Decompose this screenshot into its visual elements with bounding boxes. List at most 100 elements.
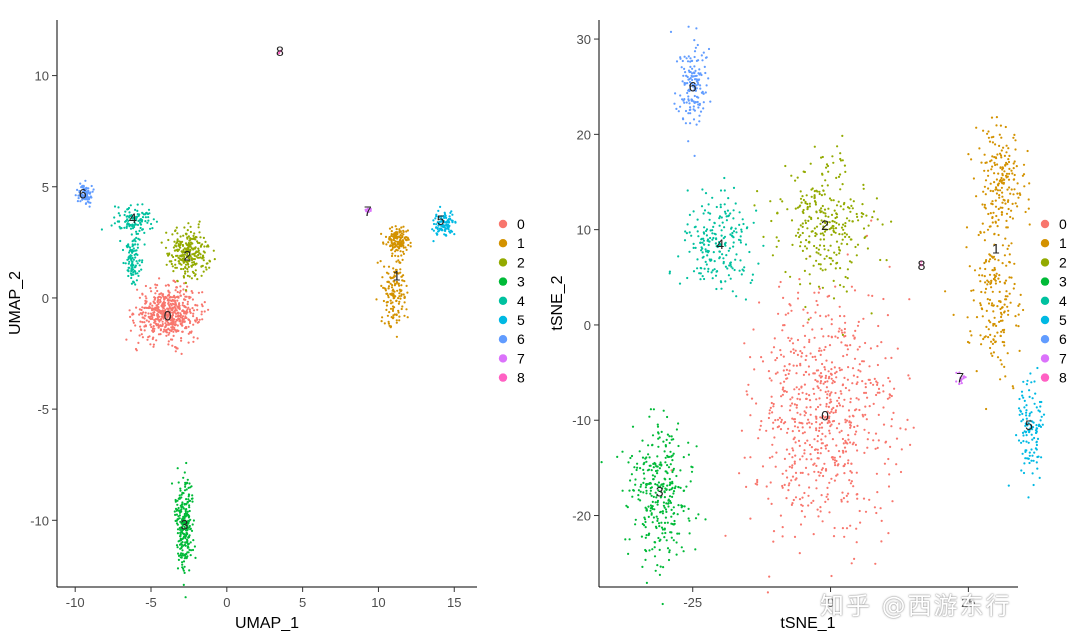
umap-point-c0 xyxy=(174,320,177,323)
tsne-point-c0 xyxy=(845,494,848,497)
tsne-point-c0 xyxy=(780,395,783,398)
tsne-point-c1 xyxy=(999,359,1002,362)
tsne-point-c6 xyxy=(691,75,694,78)
tsne-point-c1 xyxy=(992,277,996,281)
tsne-point-c0 xyxy=(785,390,788,393)
umap-point-c0 xyxy=(168,331,171,334)
umap-point-c3 xyxy=(177,552,180,555)
tsne-point-c0 xyxy=(781,486,784,489)
tsne-point-c1 xyxy=(944,290,947,293)
tsne-point-c3 xyxy=(627,552,630,556)
tsne-point-c0 xyxy=(815,398,818,401)
tsne-point-c5 xyxy=(1036,366,1039,370)
tsne-point-c2 xyxy=(833,209,836,212)
tsne-point-c5 xyxy=(1031,454,1034,457)
tsne-point-c0 xyxy=(792,351,796,355)
umap-point-c0 xyxy=(196,321,199,324)
tsne-point-c3 xyxy=(663,490,666,493)
umap-point-c2 xyxy=(176,249,179,253)
tsne-point-c3 xyxy=(654,569,657,572)
umap-point-c4 xyxy=(131,227,135,230)
tsne-point-c1 xyxy=(989,258,992,261)
tsne-point-c0 xyxy=(867,431,870,434)
tsne-point-c1 xyxy=(1007,147,1010,150)
umap-point-c0 xyxy=(156,317,159,320)
tsne-point-c2 xyxy=(775,245,778,248)
tsne-point-c6 xyxy=(693,39,696,42)
tsne-point-c3 xyxy=(669,501,673,504)
tsne-point-c1 xyxy=(980,290,983,294)
tsne-point-c1 xyxy=(1026,149,1029,153)
umap-point-c3 xyxy=(180,493,183,496)
umap-point-c3 xyxy=(185,498,188,501)
tsne-point-c2 xyxy=(819,238,822,241)
umap-x-axis-label: UMAP_1 xyxy=(235,615,299,632)
umap-point-c0 xyxy=(152,311,155,314)
tsne-point-c4 xyxy=(727,214,731,217)
umap-point-c4 xyxy=(132,247,135,250)
umap-point-c1 xyxy=(397,255,400,258)
umap-point-c0 xyxy=(162,317,165,320)
tsne-point-c2 xyxy=(801,231,804,235)
umap-point-c2 xyxy=(187,247,190,250)
tsne-point-c0 xyxy=(821,432,824,435)
tsne-point-c6 xyxy=(684,109,688,113)
tsne-point-c2 xyxy=(804,221,808,225)
tsne-cluster-8-points xyxy=(919,260,923,267)
umap-x-tick-label: 0 xyxy=(223,595,230,610)
tsne-point-c0 xyxy=(844,421,847,424)
umap-point-c4 xyxy=(127,256,130,259)
tsne-point-c2 xyxy=(837,223,841,226)
umap-point-c2 xyxy=(174,266,177,269)
tsne-point-c3 xyxy=(630,473,634,476)
umap-point-c4 xyxy=(127,258,130,261)
umap-point-c0 xyxy=(153,301,156,304)
tsne-point-c0 xyxy=(849,421,853,424)
tsne-point-c0 xyxy=(850,285,854,288)
umap-point-c0 xyxy=(166,320,169,323)
tsne-point-c3 xyxy=(634,523,637,526)
tsne-point-c2 xyxy=(784,270,787,274)
tsne-point-c3 xyxy=(675,553,678,556)
tsne-point-c0 xyxy=(768,412,771,415)
tsne-point-c3 xyxy=(669,531,672,534)
tsne-point-c4 xyxy=(724,265,728,268)
tsne-point-c3 xyxy=(640,483,643,486)
tsne-point-c2 xyxy=(856,243,860,246)
umap-point-c2 xyxy=(193,258,196,261)
tsne-point-c0 xyxy=(861,360,864,363)
tsne-point-c0 xyxy=(820,468,824,471)
tsne-point-c2 xyxy=(845,233,849,236)
tsne-point-c0 xyxy=(754,482,757,485)
umap-point-c6 xyxy=(82,187,85,190)
umap-point-c3 xyxy=(176,499,179,502)
tsne-point-c0 xyxy=(890,394,893,398)
umap-point-c2 xyxy=(181,251,184,254)
umap-point-c2 xyxy=(183,247,186,250)
tsne-point-c0 xyxy=(813,392,816,395)
tsne-point-c3 xyxy=(649,408,653,411)
tsne-point-c1 xyxy=(981,274,984,277)
tsne-point-c0 xyxy=(791,475,795,478)
umap-point-c2 xyxy=(195,262,198,265)
umap-point-c1 xyxy=(388,236,391,239)
umap-point-c0 xyxy=(140,328,143,332)
umap-point-c4 xyxy=(141,203,144,206)
umap-point-c0 xyxy=(167,323,170,326)
tsne-point-c4 xyxy=(703,243,706,246)
umap-point-c1 xyxy=(397,302,400,305)
umap-point-c2 xyxy=(171,233,174,236)
tsne-point-c4 xyxy=(700,237,704,240)
tsne-point-c0 xyxy=(848,479,851,482)
tsne-point-c1 xyxy=(1016,182,1019,185)
tsne-point-c2 xyxy=(826,184,829,187)
tsne-point-c2 xyxy=(806,205,809,209)
umap-point-c2 xyxy=(190,247,193,250)
tsne-point-c3 xyxy=(656,472,659,475)
umap-point-c2 xyxy=(180,267,183,271)
tsne-point-c0 xyxy=(828,511,831,514)
tsne-point-c0 xyxy=(793,418,797,421)
tsne-point-c4 xyxy=(739,239,742,242)
umap-point-c4 xyxy=(128,251,131,254)
tsne-point-c3 xyxy=(682,509,685,513)
